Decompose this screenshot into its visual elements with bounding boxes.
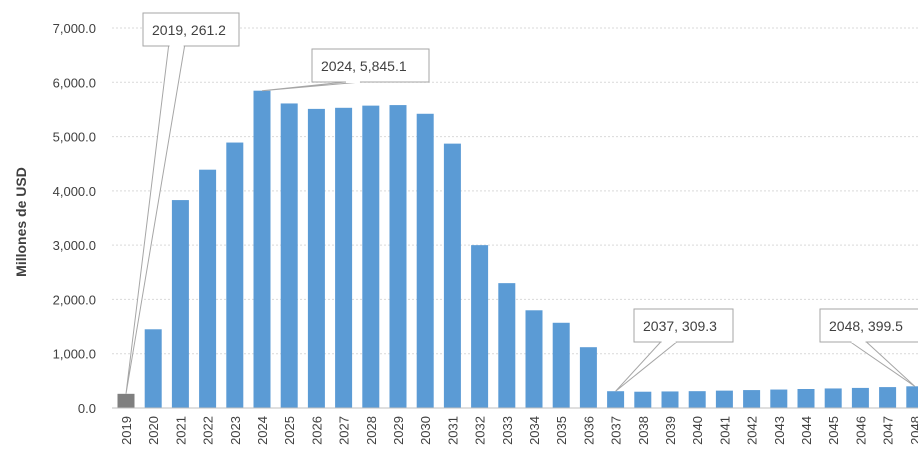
bar-2029: [389, 105, 407, 408]
callout-label: 2037, 309.3: [643, 318, 717, 334]
x-tick-label: 2040: [690, 416, 705, 445]
bar-2019: [117, 393, 135, 408]
x-tick-label: 2019: [119, 416, 134, 445]
x-tick-label: 2029: [391, 416, 406, 445]
bar-2025: [280, 103, 298, 408]
x-tick-label: 2030: [418, 416, 433, 445]
bar-2047: [879, 387, 897, 408]
bar-2042: [743, 390, 761, 408]
x-tick-label: 2031: [445, 416, 460, 445]
y-tick-label: 3,000.0: [53, 238, 96, 253]
callout-box: [311, 48, 430, 83]
y-tick-label: 2,000.0: [53, 292, 96, 307]
bar-2040: [688, 391, 706, 408]
callout-2019: 2019, 261.2: [125, 12, 240, 394]
bar-2028: [362, 105, 380, 408]
x-tick-label: 2047: [881, 416, 896, 445]
bar-2034: [525, 310, 543, 408]
x-axis-ticks: 2019 2020 2021 2022 2023 2024 2025 2026 2027 2028…: [119, 416, 918, 445]
bar-2024: [253, 90, 271, 408]
x-tick-label: 2042: [745, 416, 760, 445]
y-axis-label: Millones de USD: [13, 167, 29, 277]
x-tick-label: 2023: [228, 416, 243, 445]
bar-2023: [226, 142, 244, 409]
bar-2022: [199, 169, 217, 408]
bar-2043: [770, 389, 788, 408]
callout-label: 2048, 399.5: [829, 318, 903, 334]
x-tick-label: 2027: [337, 416, 352, 445]
x-tick-label: 2043: [772, 416, 787, 445]
callout-label: 2024, 5,845.1: [321, 58, 407, 74]
bar-2026: [307, 108, 325, 408]
bar-2039: [661, 391, 679, 408]
x-tick-label: 2032: [473, 416, 488, 445]
callout-leader: [261, 81, 361, 92]
x-tick-label: 2045: [826, 416, 841, 445]
callout-2037: 2037, 309.3: [615, 308, 734, 392]
bar-2037: [607, 391, 625, 408]
bar-2030: [416, 113, 434, 409]
x-tick-label: 2033: [500, 416, 515, 445]
y-axis-ticks: 0.0 1,000.0 2,000.0 3,000.0 4,000.0 5,000.0 6,…: [53, 21, 96, 416]
bar-2044: [797, 389, 815, 408]
x-tick-label: 2038: [636, 416, 651, 445]
bar-2031: [443, 143, 461, 408]
callout-box: [633, 308, 734, 343]
x-tick-label: 2046: [853, 416, 868, 445]
bar-2045: [824, 388, 842, 408]
callout-label: 2019, 261.2: [152, 22, 226, 38]
bar-2036: [579, 347, 597, 408]
x-tick-label: 2036: [581, 416, 596, 445]
x-tick-label: 2037: [609, 416, 624, 445]
bar-2046: [851, 387, 869, 408]
bar-2033: [498, 283, 516, 408]
x-tick-label: 2026: [309, 416, 324, 445]
x-tick-label: 2021: [173, 416, 188, 445]
bar-2021: [171, 200, 189, 408]
x-tick-label: 2044: [799, 416, 814, 445]
x-tick-label: 2034: [527, 416, 542, 445]
bar-2035: [552, 322, 570, 408]
x-tick-label: 2025: [282, 416, 297, 445]
callout-2024: 2024, 5,845.1: [261, 48, 430, 92]
x-tick-label: 2048: [908, 416, 918, 445]
x-tick-label: 2024: [255, 416, 270, 445]
x-tick-label: 2041: [717, 416, 732, 445]
x-tick-label: 2039: [663, 416, 678, 445]
y-tick-label: 5,000.0: [53, 130, 96, 145]
x-tick-label: 2020: [146, 416, 161, 445]
y-tick-label: 0.0: [78, 401, 96, 416]
bar-2038: [634, 391, 652, 408]
bar-2020: [144, 329, 162, 408]
bar-2041: [715, 390, 733, 408]
bar-2027: [335, 107, 353, 409]
callout-box: [142, 12, 240, 47]
y-tick-label: 6,000.0: [53, 75, 96, 90]
y-tick-label: 4,000.0: [53, 184, 96, 199]
callout-2048: 2048, 399.5: [819, 308, 918, 387]
bar-2032: [471, 245, 489, 408]
y-tick-label: 1,000.0: [53, 347, 96, 362]
callout-leader: [848, 341, 916, 387]
y-tick-label: 7,000.0: [53, 21, 96, 36]
x-tick-label: 2022: [201, 416, 216, 445]
bars: [117, 90, 918, 409]
callout-box: [819, 308, 918, 343]
bar-2048: [906, 386, 918, 408]
x-tick-label: 2035: [554, 416, 569, 445]
callout-leader: [615, 341, 679, 392]
callouts: 2019, 261.2 2024, 5,845.1 2037, 309.3 2048,…: [125, 12, 918, 394]
x-tick-label: 2028: [364, 416, 379, 445]
